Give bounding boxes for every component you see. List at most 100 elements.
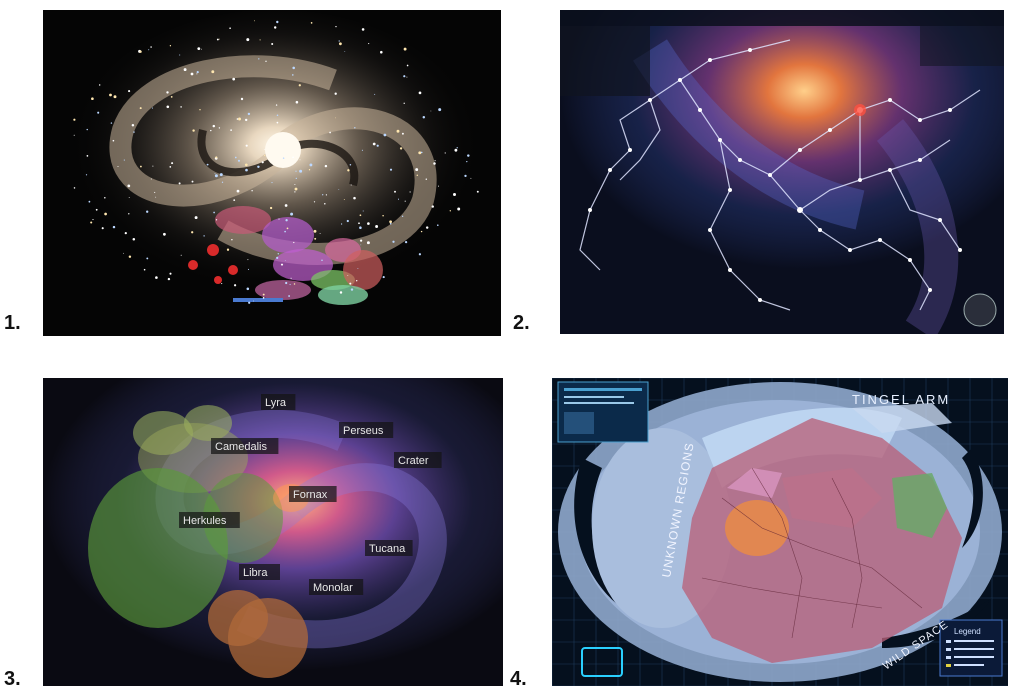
star (359, 239, 363, 242)
star (340, 223, 343, 225)
star (101, 227, 104, 230)
star (246, 38, 250, 42)
star (467, 154, 470, 157)
star (374, 93, 376, 95)
region-label-perseus: Perseus (343, 425, 384, 437)
star (247, 112, 251, 116)
star (280, 263, 284, 266)
star (349, 164, 352, 166)
galaxy-image-4[interactable]: Legend TINGEL ARM UNKNOWN REGIONS WILD S… (552, 378, 1008, 686)
galaxy-image-2[interactable] (560, 10, 1004, 334)
star (350, 184, 352, 186)
star (389, 222, 392, 225)
star (230, 129, 232, 131)
star (95, 208, 98, 211)
star (396, 129, 400, 133)
star (229, 27, 231, 29)
star (152, 165, 154, 167)
star (248, 301, 251, 304)
star (335, 117, 336, 119)
star (245, 168, 248, 172)
star (92, 219, 94, 221)
region-labels: Lyra Perseus Crater Camedalis Fornax Herkules… (179, 394, 442, 595)
region-label-herkules: Herkules (183, 515, 227, 527)
star (216, 38, 219, 41)
star (73, 118, 76, 121)
star (139, 50, 142, 53)
star (403, 102, 405, 104)
star (310, 22, 313, 24)
star (88, 200, 91, 203)
star (261, 161, 264, 164)
star (257, 165, 260, 169)
star (133, 131, 135, 133)
star (211, 70, 215, 74)
star (335, 25, 337, 28)
star (293, 241, 295, 244)
star (453, 193, 456, 196)
star (285, 219, 288, 222)
star (416, 174, 419, 177)
star (196, 73, 198, 75)
star (418, 253, 422, 256)
star (285, 281, 288, 285)
star (86, 128, 88, 131)
star (128, 197, 130, 199)
star (183, 68, 187, 72)
star (206, 163, 209, 166)
star (382, 276, 385, 279)
star (295, 177, 297, 180)
star (212, 124, 216, 128)
star (155, 196, 157, 198)
star (438, 108, 442, 112)
star (169, 166, 172, 168)
star (139, 107, 142, 110)
region-label-bg (289, 486, 337, 502)
star (104, 196, 106, 199)
star (406, 64, 409, 67)
star (380, 50, 383, 54)
region-label-lyra: Lyra (265, 397, 287, 409)
star (180, 106, 182, 108)
star (418, 91, 422, 95)
star (191, 231, 194, 234)
star (139, 165, 142, 168)
star (117, 165, 119, 168)
star (169, 45, 172, 47)
star-network-map (560, 10, 1004, 334)
star (362, 210, 364, 212)
star (123, 252, 124, 254)
star (324, 202, 326, 205)
star (292, 66, 295, 70)
star (148, 49, 150, 51)
star (128, 213, 130, 215)
star (454, 148, 458, 152)
star (113, 95, 117, 99)
galaxy-image-3[interactable]: Lyra Perseus Crater Camedalis Fornax Herkules… (43, 378, 503, 686)
star (245, 144, 248, 147)
star (276, 20, 279, 24)
legend-title: Legend (954, 627, 981, 636)
star (97, 111, 100, 114)
star (194, 216, 198, 220)
star (110, 122, 113, 124)
star (233, 284, 237, 287)
region-label-bg (239, 564, 280, 580)
star (166, 91, 169, 94)
star (347, 169, 350, 172)
galaxy-image-1[interactable] (43, 10, 501, 336)
star (273, 26, 277, 29)
star (292, 156, 294, 159)
star (284, 204, 288, 207)
star (240, 97, 244, 101)
region-label-camedalis: Camedalis (215, 441, 267, 453)
region-label-bg (365, 540, 413, 556)
star (171, 162, 174, 165)
star (276, 121, 279, 124)
star (236, 189, 240, 193)
star (178, 182, 181, 185)
star (350, 288, 354, 291)
star (73, 187, 76, 189)
star (190, 72, 194, 76)
star (437, 185, 440, 187)
